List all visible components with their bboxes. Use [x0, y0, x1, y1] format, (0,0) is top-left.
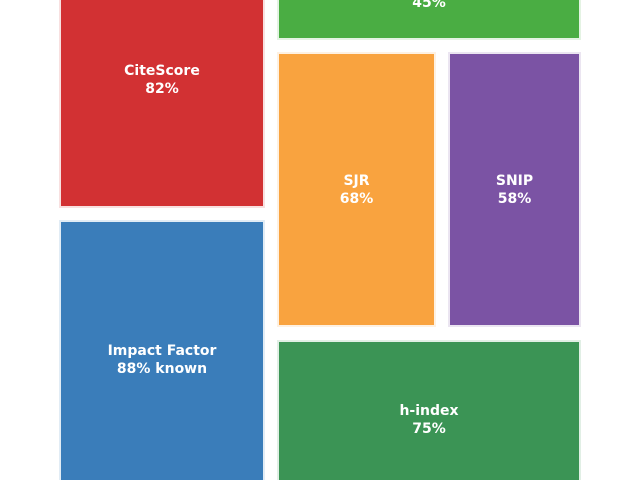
tile-snip-name: SNIP [495, 172, 534, 189]
tile-sjr-value: 68% [339, 190, 374, 207]
tile-impact-factor: Impact Factor 88% known [59, 220, 265, 480]
tile-h-index-value: 75% [412, 421, 446, 437]
tile-h-index: h-index 75% [277, 340, 581, 480]
tile-citescore-name: CiteScore [124, 63, 200, 79]
tile-sjr-name: SJR [343, 172, 370, 189]
tile-impact-factor-name: Impact Factor [107, 343, 217, 359]
tile-top-value: 45% [412, 0, 446, 11]
tile-top: 45% [277, 0, 581, 40]
tile-impact-factor-value: 88% known [116, 361, 208, 377]
tile-h-index-name: h-index [399, 403, 459, 419]
tile-snip: SNIP 58% [448, 52, 581, 327]
tile-sjr: SJR 68% [277, 52, 436, 327]
tile-snip-value: 58% [497, 190, 532, 207]
tile-citescore-value: 82% [145, 81, 179, 97]
tile-citescore: CiteScore 82% [59, 0, 265, 208]
